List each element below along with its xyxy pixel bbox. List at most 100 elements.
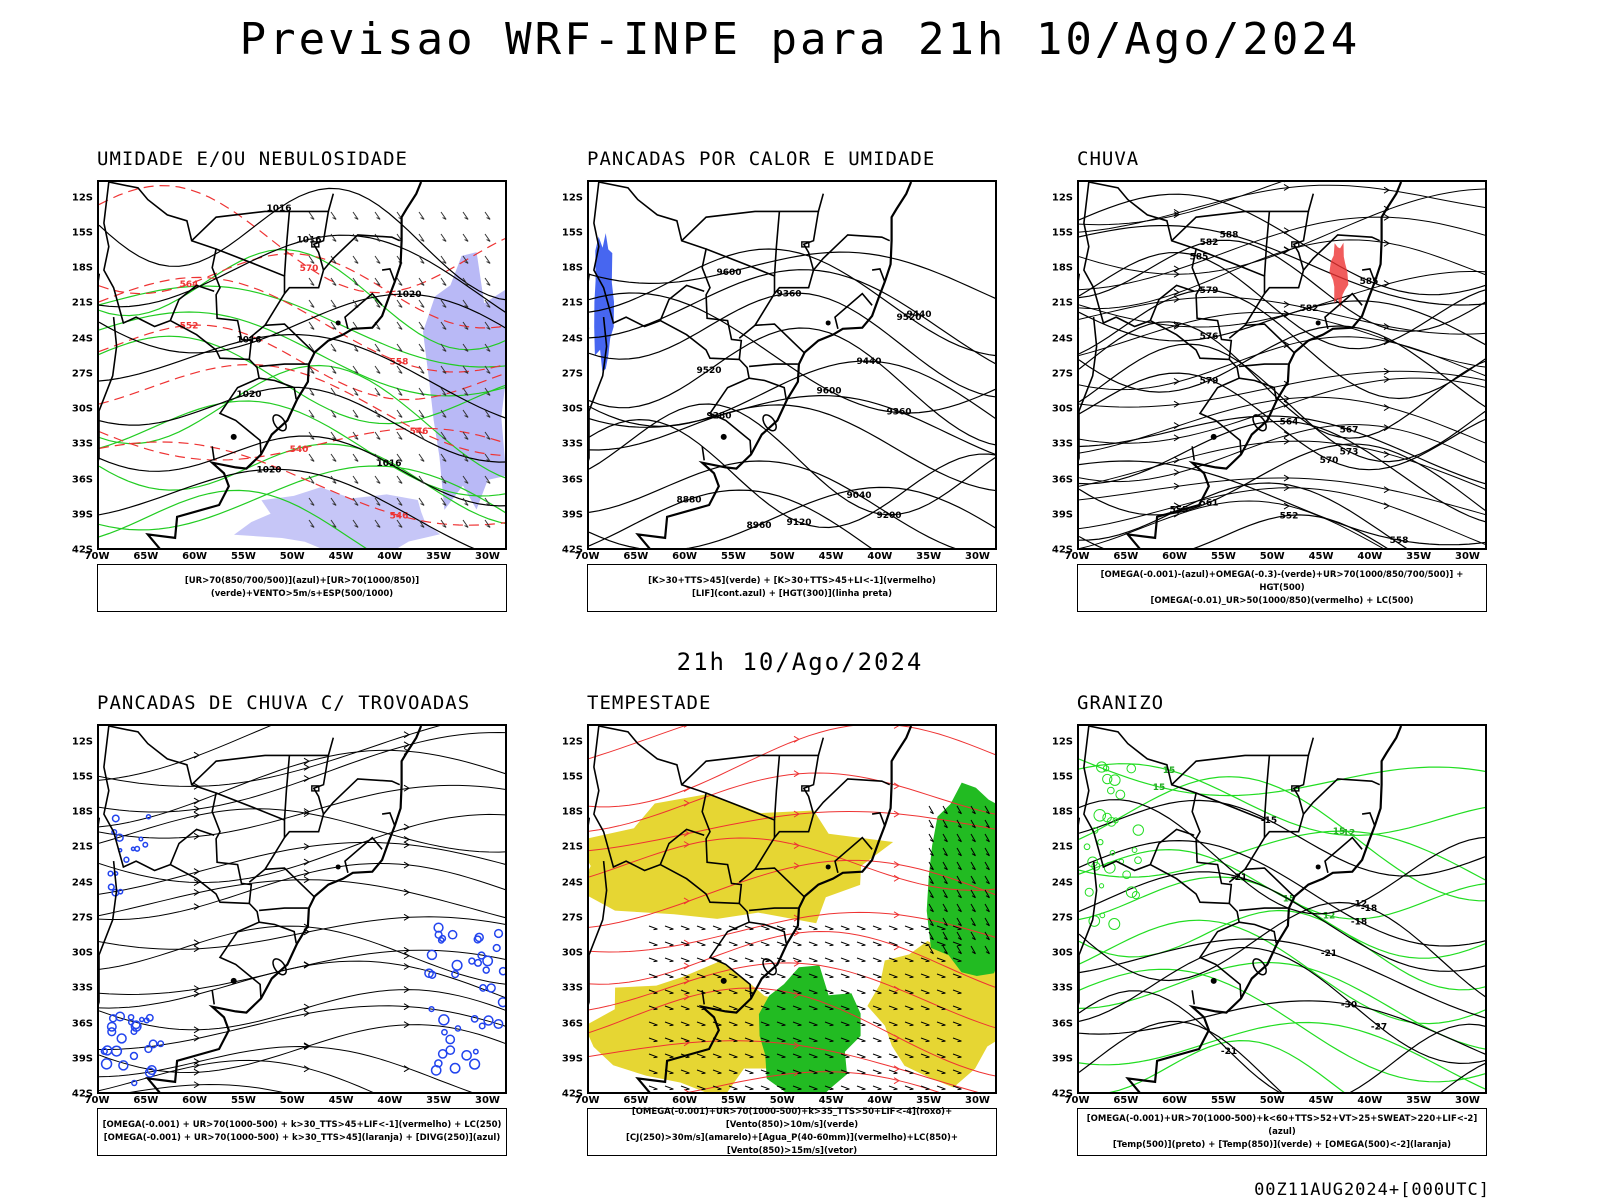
latitude-tick-label: 39S [1051,509,1073,521]
contour-label: 15 [1153,783,1166,793]
map-geography [99,182,423,548]
map-area [97,724,507,1094]
latitude-tick-label: 42S [71,544,93,556]
longitude-axis: 70W 65W 60W 55W 50W 45W 40W 35W 30W [575,1095,997,1109]
latitude-tick-label: 39S [561,509,583,521]
forecast-time-title: 21h 10/Ago/2024 [676,648,924,676]
latitude-tick-label: 27S [1051,368,1073,380]
contours [589,248,995,548]
longitude-tick-label: 65W [623,1095,649,1106]
longitude-tick-label: 55W [1210,551,1236,562]
wind-vectors [928,805,990,955]
contour-label: 558 [1390,536,1409,546]
contour-label: -21 [1321,949,1337,959]
contour-label: 1020 [396,290,421,300]
longitude-tick-label: 60W [1162,551,1188,562]
latitude-axis: 12S 15S 18S 21S 24S 27S 30S 33S 36S 39S 42S [1039,180,1073,555]
map-svg: 5855885825855825795795765735705675645615… [1079,182,1485,548]
latitude-tick-label: 18S [71,262,93,274]
latitude-tick-label: 24S [1051,333,1073,345]
contour-label: 579 [1200,376,1219,386]
latitude-tick-label: 39S [1051,1053,1073,1065]
streamlines [589,726,995,1092]
longitude-tick-label: 65W [1113,1095,1139,1106]
latitude-tick-label: 36S [71,474,93,486]
map-area [587,724,997,1094]
longitude-tick-label: 40W [1357,1095,1383,1106]
contour-label: -18 [1361,904,1377,914]
longitude-tick-label: 70W [84,551,110,562]
longitude-tick-label: 50W [279,551,305,562]
longitude-tick-label: 70W [1064,1095,1090,1106]
legend-caption: [OMEGA(-0.001) + UR>70(1000-500) + k>30_… [97,1108,507,1156]
contour-label: 12 [1343,829,1356,839]
contour-label: 576 [1200,332,1219,342]
contour-label: 8960 [746,521,771,531]
longitude-tick-label: 60W [182,551,208,562]
contours [1079,193,1485,548]
longitude-tick-label: 45W [328,1095,354,1106]
longitude-tick-label: 30W [474,1095,500,1106]
contours [1079,799,1485,1092]
latitude-tick-label: 15S [561,771,583,783]
caption-line: [CJ(250)>30m/s](amarelo)+[Agua_P(40-60mm… [625,1133,959,1156]
latitude-tick-label: 21S [1051,297,1073,309]
latitude-tick-label: 36S [561,474,583,486]
latitude-tick-label: 30S [561,947,583,959]
contour-label: 8880 [676,495,701,505]
contour-label: 1020 [256,465,281,475]
longitude-tick-label: 30W [964,1095,990,1106]
contour-label: 9440 [906,310,931,320]
contours [99,248,505,548]
contour-label: 1016 [296,235,321,245]
contour-label: 570 [1320,456,1339,466]
longitude-tick-label: 55W [720,551,746,562]
contour-label: -12 [1351,899,1367,909]
longitude-tick-label: 45W [328,551,354,562]
map-svg [589,726,995,1092]
map-area: 570 564 558 552 546 540 546 1016 1016 1020 1016 102… [97,180,507,550]
longitude-tick-label: 40W [377,1095,403,1106]
longitude-tick-label: 40W [377,551,403,562]
longitude-tick-label: 50W [1259,551,1285,562]
longitude-tick-label: 60W [182,1095,208,1106]
latitude-tick-label: 30S [71,947,93,959]
wind-vectors [308,211,491,528]
latitude-tick-label: 15S [71,771,93,783]
latitude-tick-label: 21S [1051,841,1073,853]
latitude-tick-label: 21S [561,841,583,853]
latitude-tick-label: 15S [1051,227,1073,239]
longitude-tick-label: 55W [720,1095,746,1106]
latitude-tick-label: 15S [71,227,93,239]
contour-label: 9120 [786,518,811,528]
latitude-tick-label: 39S [71,509,93,521]
contour-label: 561 [1200,499,1219,509]
contour-label: -30 [1341,1000,1357,1010]
map-area: 9600 9520 9440 9360 9600 9520 9440 9360 9280 9200… [587,180,997,550]
contour-label: 540 [290,445,309,455]
caption-line: [OMEGA(-0.001)+UR>70(1000-500)+k<60+TTS>… [1086,1113,1478,1137]
map-geography [1079,726,1403,1092]
contour-label: 9520 [896,313,921,323]
latitude-tick-label: 27S [71,912,93,924]
longitude-tick-label: 65W [133,551,159,562]
legend-caption: [K>30+TTS>45](verde) + [K>30+TTS>45+LI<-… [587,564,997,612]
contour-label: 546 [390,512,409,522]
contour-label: 564 [1280,418,1299,428]
longitude-tick-label: 35W [426,551,452,562]
longitude-tick-label: 70W [84,1095,110,1106]
longitude-tick-label: 60W [1162,1095,1188,1106]
longitude-tick-label: 65W [623,551,649,562]
contour-label: 9360 [776,289,801,299]
longitude-tick-label: 35W [916,551,942,562]
longitude-tick-label: 35W [426,1095,452,1106]
caption-line: [OMEGA(-0.001)-(azul)+OMEGA(-0.3)-(verde… [1100,569,1464,593]
latitude-tick-label: 30S [1051,403,1073,415]
temp-green-noise [1083,761,1144,930]
caption-line: [OMEGA(-0.001) + UR>70(1000-500) + k>30_… [102,1120,502,1130]
longitude-tick-label: 60W [672,551,698,562]
latitude-tick-label: 33S [71,982,93,994]
longitude-tick-label: 45W [818,551,844,562]
latitude-tick-label: 24S [71,877,93,889]
latitude-tick-label: 21S [561,297,583,309]
